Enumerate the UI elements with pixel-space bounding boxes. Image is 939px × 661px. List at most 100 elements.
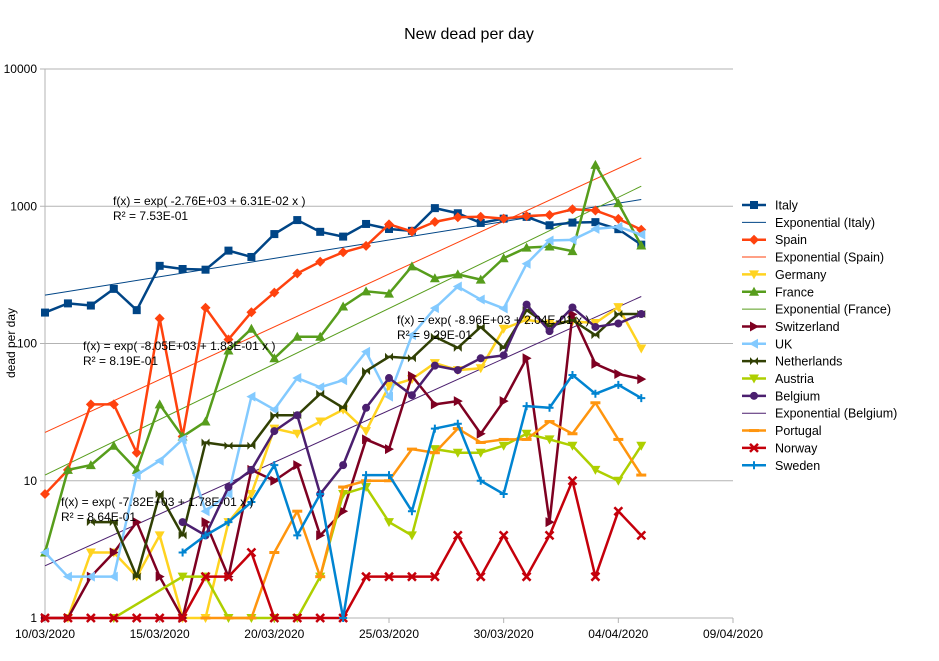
data-point — [201, 517, 211, 528]
legend-entry-portugal: Portugal — [742, 424, 822, 438]
data-point — [453, 343, 462, 352]
data-point — [522, 402, 531, 411]
data-point — [361, 571, 371, 582]
data-point — [567, 246, 578, 256]
data-point — [406, 330, 416, 341]
data-point — [545, 517, 555, 528]
data-point — [384, 288, 394, 298]
data-point — [590, 159, 601, 169]
data-point — [86, 301, 95, 310]
data-point — [636, 473, 647, 477]
data-point — [613, 221, 623, 232]
data-point — [568, 316, 577, 325]
data-point — [247, 498, 256, 507]
data-point — [749, 374, 759, 384]
data-point — [545, 327, 554, 336]
data-point — [132, 572, 141, 581]
data-point — [292, 509, 303, 513]
data-point — [429, 571, 440, 582]
data-point — [407, 391, 416, 400]
data-point — [750, 201, 758, 209]
data-point — [86, 518, 95, 527]
data-point — [430, 399, 440, 410]
data-point — [406, 261, 417, 271]
data-point — [223, 345, 234, 355]
data-point — [246, 616, 257, 620]
data-point — [544, 435, 555, 445]
series-uk — [40, 221, 646, 582]
data-point — [223, 571, 234, 582]
legend-label: France — [775, 285, 814, 299]
data-point — [339, 232, 348, 241]
r-squared-label: R² = 7.53E-01 — [113, 209, 188, 223]
data-point — [223, 489, 233, 500]
data-point — [521, 258, 531, 269]
data-point — [178, 518, 187, 527]
series-sweden — [178, 370, 646, 622]
x-tick-label: 20/03/2020 — [244, 627, 304, 641]
series-line-portugal — [205, 401, 643, 620]
legend-entry-exponential-belgium: Exponential (Belgium) — [742, 407, 897, 421]
legend-label: Belgium — [775, 389, 820, 403]
data-point — [292, 613, 303, 623]
data-point — [591, 322, 600, 331]
data-point — [522, 300, 531, 309]
data-point — [269, 404, 279, 415]
data-point — [362, 367, 371, 376]
data-point — [315, 613, 326, 623]
data-point — [637, 374, 647, 385]
data-point — [109, 284, 118, 293]
r-squared-label: R² = 9.29E-01 — [397, 328, 472, 342]
data-point — [498, 441, 509, 451]
legend-label: Exponential (France) — [775, 303, 891, 317]
data-point — [85, 460, 96, 470]
y-tick-label: 100 — [17, 337, 37, 351]
data-point — [85, 571, 95, 582]
series-portugal — [200, 401, 647, 620]
annotations: f(x) = exp( -2.76E+03 + 6.31E-02 x )R² =… — [61, 194, 589, 524]
legend-entry-germany: Germany — [742, 268, 827, 282]
data-point — [613, 198, 624, 208]
legend-entry-norway: Norway — [742, 441, 818, 455]
data-point — [749, 234, 759, 245]
data-point — [521, 437, 532, 441]
regression-equation: f(x) = exp( -7.82E+03 + 1.78E-01 x ) — [61, 495, 253, 509]
r-squared-label: R² = 8.64E-01 — [61, 510, 136, 524]
data-point — [429, 445, 440, 455]
chart-title: New dead per day — [404, 26, 534, 43]
data-point — [270, 461, 279, 470]
data-point — [750, 357, 758, 366]
data-point — [270, 411, 279, 420]
data-point — [430, 361, 439, 370]
data-point — [316, 389, 325, 398]
data-point — [406, 226, 417, 237]
data-point — [613, 506, 624, 517]
data-point — [177, 434, 187, 445]
x-tick-label: 30/03/2020 — [474, 627, 534, 641]
data-point — [406, 447, 417, 451]
legend-label: UK — [775, 337, 793, 351]
legend-entry-spain: Spain — [742, 233, 807, 247]
data-point — [545, 403, 554, 412]
data-point — [339, 614, 348, 622]
data-point — [178, 548, 187, 557]
data-point — [269, 353, 280, 363]
series — [40, 159, 647, 623]
data-point — [361, 286, 372, 296]
data-point — [475, 364, 486, 374]
data-point — [131, 613, 142, 623]
data-point — [155, 261, 164, 270]
data-point — [521, 571, 532, 582]
legend-label: Portugal — [775, 424, 822, 438]
data-point — [293, 216, 302, 225]
data-point — [452, 269, 463, 279]
data-point — [590, 465, 601, 475]
legend-entry-exponential-italy: Exponential (Italy) — [742, 216, 875, 230]
data-point — [429, 216, 440, 227]
y-tick-label: 10000 — [4, 62, 38, 76]
data-point — [749, 429, 759, 433]
legend-label: Sweden — [775, 459, 820, 473]
data-point — [85, 613, 96, 623]
data-point — [315, 575, 326, 579]
data-point — [614, 380, 623, 389]
